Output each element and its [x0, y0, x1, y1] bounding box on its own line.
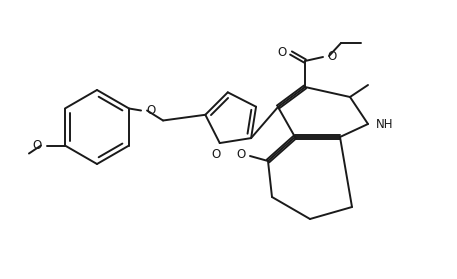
Text: O: O	[211, 148, 220, 161]
Text: O: O	[327, 49, 336, 62]
Text: O: O	[147, 104, 156, 117]
Text: O: O	[32, 139, 42, 152]
Text: O: O	[278, 45, 287, 59]
Text: O: O	[237, 148, 246, 162]
Text: NH: NH	[376, 117, 393, 131]
